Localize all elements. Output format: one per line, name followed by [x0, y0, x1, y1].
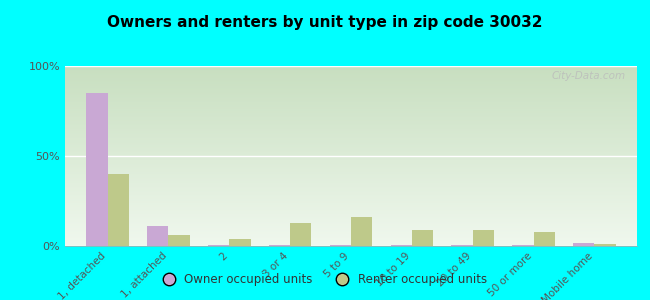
Bar [290, 223, 311, 246]
Bar [330, 245, 351, 246]
Bar [412, 230, 433, 246]
Bar [391, 245, 412, 246]
Bar [147, 226, 168, 246]
Bar [108, 174, 129, 246]
Bar [351, 217, 372, 246]
Bar [208, 245, 229, 246]
Bar [269, 245, 290, 246]
Bar [594, 244, 616, 246]
Bar [512, 245, 534, 246]
Bar [473, 230, 494, 246]
Text: City-Data.com: City-Data.com [551, 71, 625, 81]
Bar [573, 243, 594, 246]
Text: Owners and renters by unit type in zip code 30032: Owners and renters by unit type in zip c… [107, 15, 543, 30]
Bar [451, 245, 473, 246]
Legend: Owner occupied units, Renter occupied units: Owner occupied units, Renter occupied un… [159, 269, 491, 291]
Bar [168, 235, 190, 246]
Bar [86, 93, 108, 246]
Bar [229, 239, 251, 246]
Bar [534, 232, 555, 246]
